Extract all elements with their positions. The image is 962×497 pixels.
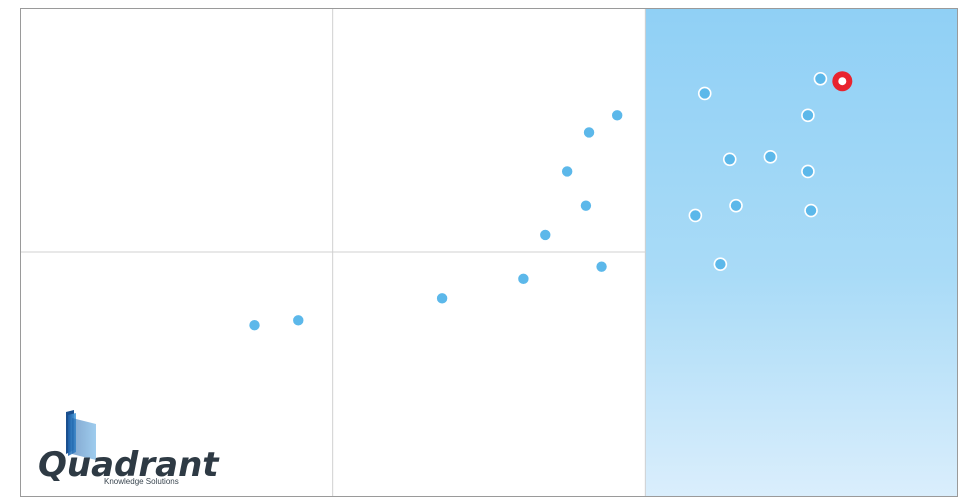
data-point — [538, 228, 553, 242]
data-point — [435, 291, 449, 306]
data-point — [579, 198, 593, 213]
data-point — [722, 152, 737, 167]
data-point — [729, 198, 743, 213]
data-point — [560, 164, 574, 179]
data-point — [804, 203, 818, 218]
data-point — [516, 272, 531, 286]
data-point — [801, 164, 815, 179]
data-point — [582, 125, 596, 140]
logo-wordmark: Quadrant — [38, 445, 220, 485]
data-point — [594, 259, 609, 274]
highlighted-point-group — [832, 71, 853, 92]
highlighted-point — [838, 77, 847, 86]
data-point — [713, 257, 728, 272]
data-point — [763, 150, 778, 164]
grid-lines — [20, 8, 646, 496]
book-icon — [66, 410, 96, 460]
data-point — [610, 108, 624, 123]
data-point — [291, 313, 306, 328]
data-point — [801, 108, 815, 123]
data-point — [813, 71, 828, 86]
data-point — [247, 318, 262, 333]
data-point — [697, 86, 712, 101]
data-points — [247, 71, 828, 333]
quadrant-logo: Quadrant Knowledge Solutions — [38, 410, 220, 486]
logo-tagline: Knowledge Solutions — [104, 477, 179, 486]
highlighted-quadrant-region — [645, 8, 958, 496]
data-point — [688, 208, 703, 223]
